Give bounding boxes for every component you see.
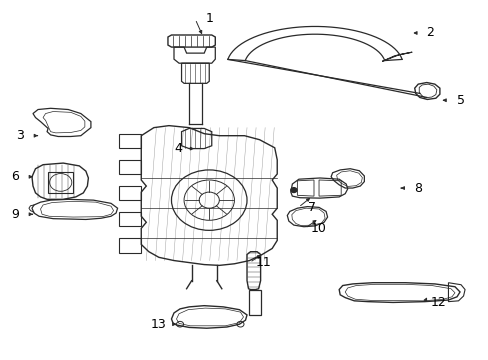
Text: 5: 5 <box>456 94 464 107</box>
Text: 1: 1 <box>205 12 213 26</box>
Text: 12: 12 <box>429 296 446 309</box>
Text: 3: 3 <box>17 129 24 142</box>
Circle shape <box>290 188 296 193</box>
Text: 8: 8 <box>413 181 421 194</box>
Text: 2: 2 <box>425 27 433 40</box>
Text: 6: 6 <box>11 170 19 183</box>
Text: 4: 4 <box>174 142 182 155</box>
Text: 10: 10 <box>310 222 326 235</box>
Text: 9: 9 <box>11 208 19 221</box>
Text: 11: 11 <box>255 256 271 269</box>
Text: 13: 13 <box>151 318 166 331</box>
Text: 7: 7 <box>308 201 316 214</box>
